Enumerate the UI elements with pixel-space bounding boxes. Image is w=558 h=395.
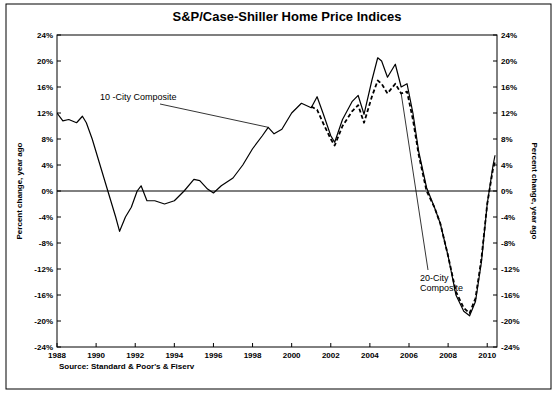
x-tick [448,343,449,347]
x-tick [409,343,410,347]
x-tick-label: 2008 [439,351,457,360]
x-tick [369,343,370,347]
y2-tick [493,139,497,140]
x-tick-label: 1996 [205,351,223,360]
zero-line [57,191,497,192]
x-tick-label: 2002 [322,351,340,360]
y-tick [57,243,61,244]
y-tick-label: 4% [41,161,53,170]
y2-tick-label: 24% [501,31,517,40]
y-tick [57,35,61,36]
y2-tick-label: 8% [501,135,513,144]
x-tick-label: 1988 [48,351,66,360]
y-tick [57,269,61,270]
y2-tick-label: 16% [501,83,517,92]
y-tick [57,295,61,296]
outer-border [6,4,551,389]
y2-tick [493,217,497,218]
leader-line [160,104,268,127]
series-label: 10 -City Composite [100,92,177,102]
y-tick-label: -4% [39,213,53,222]
x-tick [96,343,97,347]
series-label-line: 20-City [420,273,449,283]
y2-tick [493,269,497,270]
y-axis-label: Percent change, year ago [15,142,24,239]
y-tick-label: -12% [34,265,53,274]
leader-line [401,94,428,271]
y2-tick-label: -12% [501,265,520,274]
y-tick-label: -16% [34,291,53,300]
x-tick [174,343,175,347]
series-line [311,81,495,314]
y2-tick [493,191,497,192]
x-tick [330,343,331,347]
x-tick [291,343,292,347]
y2-tick [493,321,497,322]
y2-tick-label: 12% [501,109,517,118]
y-tick-label: 24% [37,31,53,40]
x-tick [487,343,488,347]
x-tick-label: 1998 [244,351,262,360]
y2-tick-label: 20% [501,57,517,66]
plot-area [57,58,495,316]
y-tick-label: -8% [39,239,53,248]
y-tick [57,217,61,218]
y-tick [57,321,61,322]
x-tick-label: 2004 [361,351,379,360]
y-tick [57,165,61,166]
y2-tick-label: -16% [501,291,520,300]
y-tick-label: 20% [37,57,53,66]
y2-tick [493,87,497,88]
y2-tick-label: -4% [501,213,515,222]
y2-tick [493,61,497,62]
y-tick-label: 12% [37,109,53,118]
title: S&P/Case-Shiller Home Price Indices [172,9,401,24]
y-tick-label: 0% [41,187,53,196]
x-tick-label: 2010 [478,351,496,360]
y2-tick-label: 0% [501,187,513,196]
source: Source: Standard & Poor's & Fiserv [59,362,195,371]
y2-tick [493,35,497,36]
series-label: 20-CityComposite [420,273,463,293]
y2-tick-label: -20% [501,317,520,326]
series-line [57,58,495,316]
y2-tick [493,295,497,296]
x-tick-label: 2006 [400,351,418,360]
y2-tick-label: 4% [501,161,513,170]
plot-frame [57,35,497,347]
y2-tick [493,113,497,114]
x-tick [135,343,136,347]
y-tick [57,347,61,348]
x-tick-label: 1990 [87,351,105,360]
x-tick-label: 1994 [165,351,183,360]
x-tick-label: 2000 [283,351,301,360]
y2-tick [493,243,497,244]
y2-tick-label: -8% [501,239,515,248]
x-tick [57,343,58,347]
chart: S&P/Case-Shiller Home Price Indices -24% -… [0,0,558,395]
y-tick [57,61,61,62]
y2-tick-label: -24% [501,343,520,352]
y-tick-label: 16% [37,83,53,92]
y-tick-label: 8% [41,135,53,144]
y2-axis-label: Percent change, year ago [530,143,539,240]
x-tick [252,343,253,347]
y2-tick [493,347,497,348]
y-tick [57,139,61,140]
series-label-line: Composite [420,283,463,293]
y-tick-label: -20% [34,317,53,326]
x-tick [213,343,214,347]
x-tick-label: 1992 [126,351,144,360]
y-tick [57,87,61,88]
